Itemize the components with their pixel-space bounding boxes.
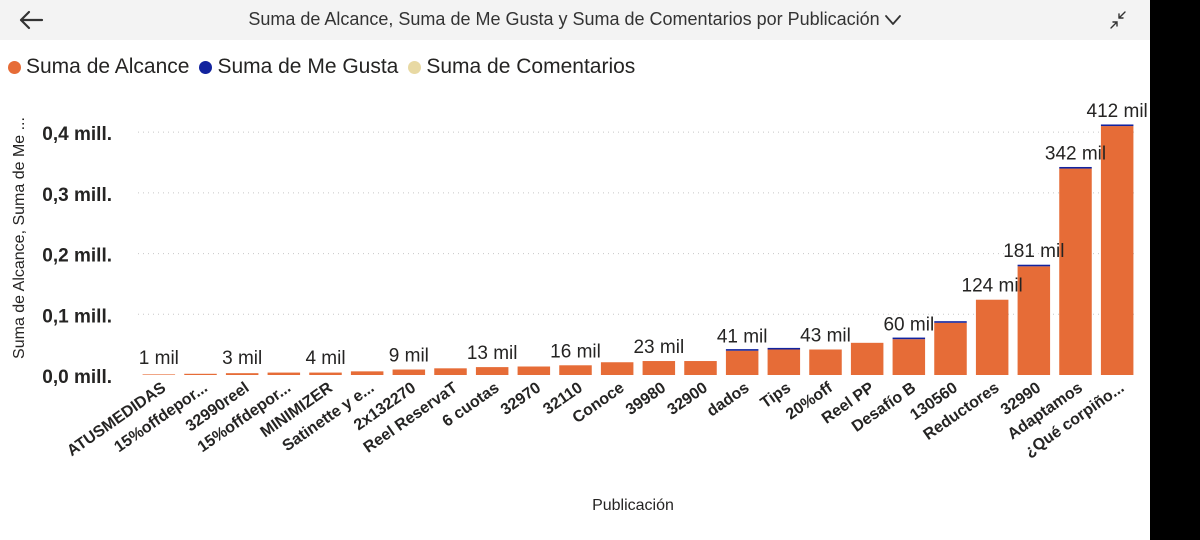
- x-axis-title: Publicación: [592, 497, 674, 514]
- bar-alcance: [225, 373, 259, 375]
- bar-me-gusta: [1100, 124, 1134, 127]
- bar-alcance: [809, 349, 842, 375]
- y-axis-title: Suma de Alcance, Suma de Me ...: [11, 117, 28, 359]
- bar-alcance: [1059, 168, 1092, 375]
- data-label: 13 mil: [467, 343, 518, 364]
- bar-alcance: [559, 365, 592, 375]
- y-tick-label: 0,3 mill.: [42, 185, 112, 206]
- data-label: 43 mil: [800, 326, 851, 347]
- data-label: 342 mil: [1045, 144, 1106, 165]
- y-tick-label: 0,4 mill.: [42, 124, 112, 145]
- bar-me-gusta: [1017, 264, 1051, 267]
- bar-alcance: [350, 371, 384, 375]
- legend-marker: [8, 60, 21, 74]
- legend-marker: [199, 60, 213, 74]
- bar-alcance: [934, 322, 967, 375]
- bar-alcance: [184, 373, 217, 375]
- data-label: 181 mil: [1003, 241, 1064, 262]
- chart-area: 0,0 mill. 0,1 mill. 0,2 mill. 0,3 mill. 0,4 …: [11, 101, 1148, 514]
- x-tick-label: 32970: [498, 379, 544, 419]
- data-label: 60 mil: [883, 315, 934, 336]
- chevron-down-icon: [884, 10, 902, 31]
- visual-panel: Suma de Alcance, Suma de Me Gusta y Suma…: [0, 0, 1150, 540]
- bar-alcance: [1100, 126, 1134, 375]
- arrow-left-icon: [19, 10, 44, 30]
- data-label: 3 mil: [222, 348, 262, 369]
- bar-me-gusta: [1059, 166, 1092, 169]
- bar-me-gusta: [934, 321, 967, 323]
- data-label: 23 mil: [633, 337, 684, 358]
- data-label: 124 mil: [962, 276, 1023, 297]
- x-tick-label: 39980: [623, 379, 669, 419]
- bar-alcance: [267, 372, 301, 375]
- data-label: 1 mil: [139, 348, 179, 369]
- bar-alcance: [475, 367, 509, 375]
- collapse-button[interactable]: [1104, 6, 1132, 34]
- y-tick-label: 0,2 mill.: [42, 246, 112, 267]
- bar-alcance: [309, 372, 342, 375]
- legend-marker: [408, 60, 422, 74]
- legend-label: Suma de Comentarios: [426, 55, 636, 78]
- collapse-icon: [1110, 11, 1126, 29]
- bar-alcance: [975, 299, 1009, 375]
- data-label: 41 mil: [717, 326, 768, 347]
- bar-alcance: [642, 361, 676, 375]
- x-tick-label: 32900: [665, 379, 711, 419]
- legend-item-alcance[interactable]: Suma de Alcance: [8, 55, 189, 79]
- y-tick-label: 0,1 mill.: [42, 306, 112, 327]
- bar-me-gusta: [892, 337, 926, 340]
- data-label: 9 mil: [389, 346, 429, 367]
- bar-alcance: [392, 369, 426, 375]
- bar-alcance: [142, 374, 176, 375]
- data-label: 16 mil: [550, 341, 601, 362]
- bar-me-gusta: [767, 347, 801, 350]
- y-tick-label: 0,0 mill.: [42, 367, 112, 388]
- bar-alcance: [892, 339, 926, 375]
- bar-alcance: [850, 342, 884, 375]
- visual-header: Suma de Alcance, Suma de Me Gusta y Suma…: [0, 0, 1150, 40]
- bar-alcance: [684, 361, 717, 375]
- chart-legend: Suma de Alcance Suma de Me Gusta Suma de…: [8, 54, 645, 80]
- visual-title: Suma de Alcance, Suma de Me Gusta y Suma…: [248, 9, 880, 29]
- legend-item-comentarios[interactable]: Suma de Comentarios: [408, 55, 635, 79]
- data-label: 412 mil: [1087, 101, 1148, 122]
- legend-label: Suma de Me Gusta: [217, 55, 399, 78]
- bar-alcance: [434, 368, 467, 375]
- bar-alcance: [600, 362, 634, 375]
- bar-alcance: [517, 366, 551, 375]
- data-label: 4 mil: [305, 348, 345, 369]
- legend-label: Suma de Alcance: [26, 55, 190, 78]
- bar-alcance: [1017, 266, 1051, 375]
- x-tick-label: dados: [704, 379, 752, 420]
- back-button[interactable]: [14, 6, 48, 34]
- bar-me-gusta: [725, 349, 759, 351]
- bar-alcance: [725, 350, 759, 375]
- bar-alcance: [767, 349, 801, 375]
- legend-item-me-gusta[interactable]: Suma de Me Gusta: [199, 55, 398, 79]
- title-dropdown[interactable]: Suma de Alcance, Suma de Me Gusta y Suma…: [0, 9, 1150, 31]
